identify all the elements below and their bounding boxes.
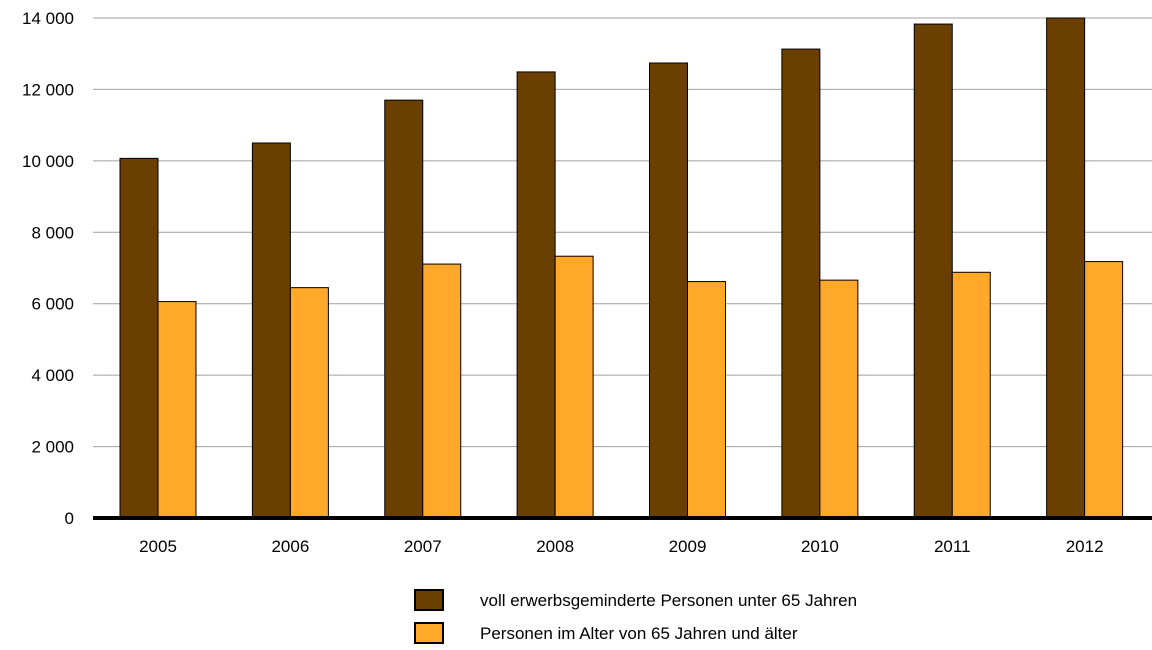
gridlines (93, 17, 1152, 448)
bar-2012-series-1 (1046, 17, 1086, 519)
x-tick-label: 2007 (404, 537, 442, 556)
bar-2010-series-2 (819, 279, 859, 519)
y-tick-label: 12 000 (22, 80, 74, 99)
y-tick-label: 2 000 (31, 438, 74, 457)
x-tick-label: 2012 (1066, 537, 1104, 556)
y-tick-label: 14 000 (22, 9, 74, 28)
y-tick-label: 6 000 (31, 295, 74, 314)
bar-2008-series-1 (516, 71, 556, 519)
y-tick-label: 10 000 (22, 152, 74, 171)
y-tick-label: 8 000 (31, 223, 74, 242)
x-tick-label: 2006 (271, 537, 309, 556)
bar-2009-series-2 (687, 281, 726, 519)
bar-2005-series-2 (157, 301, 197, 519)
bar-2012-series-2 (1084, 261, 1124, 519)
legend-label: Personen im Alter von 65 Jahren und älte… (480, 624, 798, 643)
bar-2006-series-2 (289, 287, 329, 519)
bar-2011-series-1 (913, 23, 953, 519)
bar-2008-series-2 (554, 255, 594, 519)
y-tick-label: 4 000 (31, 366, 74, 385)
legend-swatch (414, 622, 444, 644)
bar-2007-series-2 (422, 263, 462, 519)
bar-2009-series-1 (649, 62, 688, 519)
x-axis-ticks: 2005 2006 2007 2008 2009 2010 2011 2012 (139, 537, 1103, 556)
bar-2011-series-2 (951, 271, 991, 519)
legend: voll erwerbsgeminderte Personen unter 65… (414, 589, 857, 644)
y-axis-ticks: 0 2 000 4 000 6 000 8 000 10 000 12 000 14 000 (22, 9, 74, 528)
bar-2006-series-1 (251, 142, 291, 519)
x-tick-label: 2009 (669, 537, 707, 556)
x-tick-label: 2010 (801, 537, 839, 556)
legend-label: voll erwerbsgeminderte Personen unter 65… (480, 591, 857, 610)
bar-2010-series-1 (781, 48, 821, 519)
x-tick-label: 2011 (934, 537, 971, 556)
bar-2007-series-1 (384, 99, 424, 519)
legend-swatch (414, 589, 444, 611)
x-tick-label: 2005 (139, 537, 177, 556)
x-tick-label: 2008 (536, 537, 574, 556)
bars (119, 17, 1124, 519)
y-tick-label: 0 (65, 509, 74, 528)
bar-2005-series-1 (119, 157, 159, 519)
